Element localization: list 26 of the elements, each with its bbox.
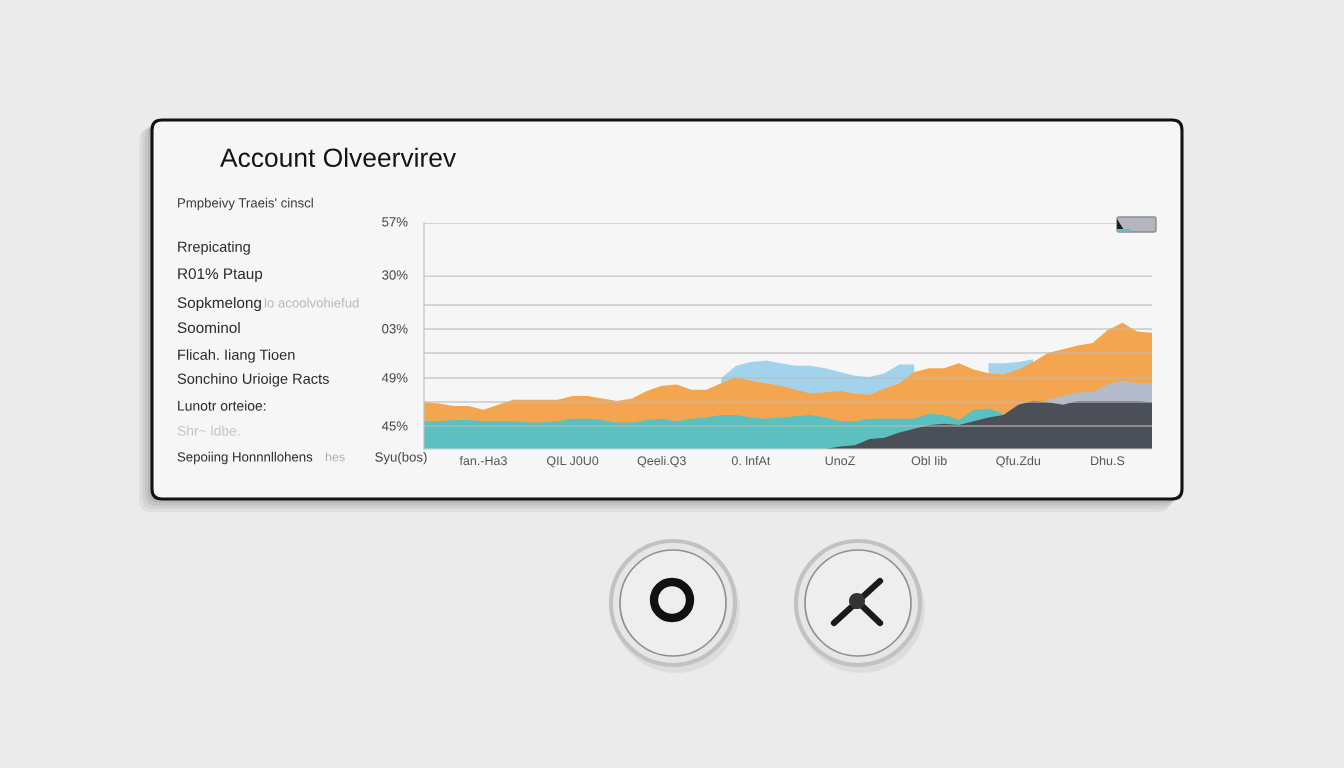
x-tick-label: QIL J0U0 xyxy=(547,456,599,468)
text: Soominol xyxy=(177,321,240,334)
x-tick-label: Qfu.Zdu xyxy=(996,455,1041,468)
text: Sonchino Urioige Racts xyxy=(177,373,329,387)
text: Rrepicating xyxy=(178,241,250,255)
x-axis-title: Syu(bos) xyxy=(375,452,427,465)
x-tick-label: Qeeli.Q3 xyxy=(637,455,686,468)
text: lo acoolvohiefud xyxy=(264,297,359,308)
text: R01% Ptaup xyxy=(178,268,263,283)
text: 49% xyxy=(381,373,408,383)
text: hes xyxy=(325,452,345,462)
x-tick-label: 0. lnfAt xyxy=(731,455,771,466)
text: 03% xyxy=(382,324,408,334)
text: 45% xyxy=(381,421,408,431)
text: Lunotr orteioe: xyxy=(178,400,266,411)
x-tick-label: Obl Iib xyxy=(911,455,947,466)
text: 30% xyxy=(382,270,408,280)
text: Pmpbeivy Traeis' cinscl xyxy=(178,197,313,211)
text: Flicah. Iiang Tioen xyxy=(178,349,295,363)
text: 57% xyxy=(382,217,408,227)
chart-title: Account Olveervirev xyxy=(220,147,457,168)
text: Sepoiing Honnnllohens xyxy=(177,451,313,465)
x-tick-label: UnoZ xyxy=(825,456,855,466)
x-tick-label: fan.-Ha3 xyxy=(459,455,507,466)
text: Sopkmelong xyxy=(177,296,261,312)
x-tick-label: Dhu.S xyxy=(1091,455,1125,466)
